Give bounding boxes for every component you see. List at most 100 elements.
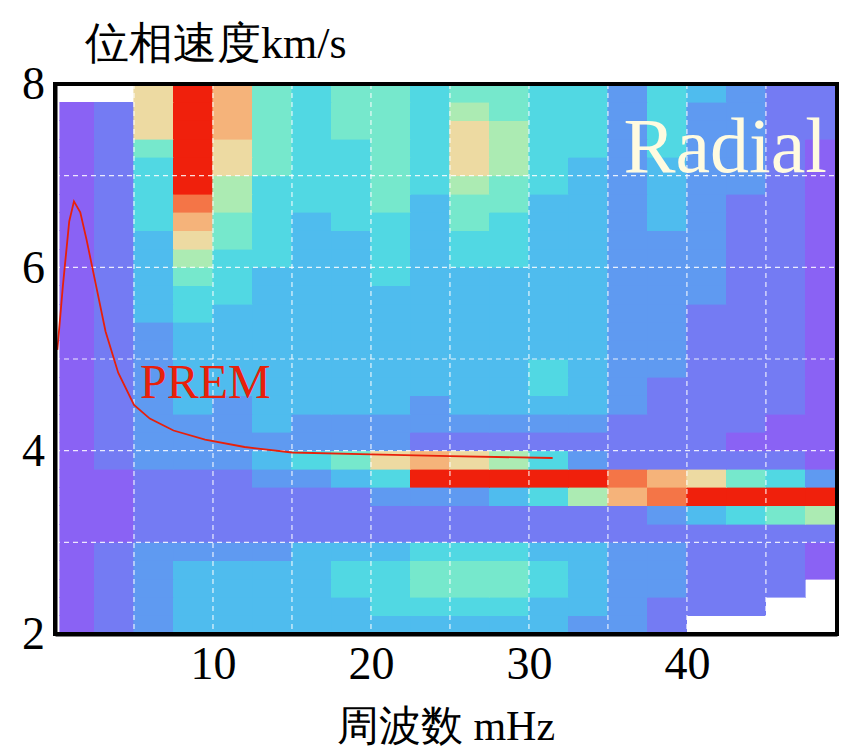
- heatmap-cell: [213, 267, 252, 285]
- heatmap-cell: [173, 121, 212, 139]
- heatmap-cell: [410, 322, 449, 340]
- heatmap-cell: [331, 322, 370, 340]
- heatmap-cell: [410, 231, 449, 249]
- heatmap-cell: [450, 597, 489, 615]
- heatmap-cell: [134, 322, 173, 340]
- heatmap-cell: [292, 597, 331, 615]
- heatmap-cell: [252, 597, 291, 615]
- heatmap-cell: [134, 597, 173, 615]
- heatmap-cell: [805, 487, 837, 505]
- heatmap-cell: [331, 616, 370, 634]
- y-tick-label: 8: [22, 58, 45, 109]
- heatmap-cell: [371, 286, 410, 304]
- heatmap-cell: [687, 396, 726, 414]
- heatmap-cell: [489, 267, 528, 285]
- heatmap-cell: [410, 469, 449, 487]
- heatmap-cell: [687, 542, 726, 560]
- heatmap-cell: [213, 616, 252, 634]
- heatmap-cell: [687, 506, 726, 524]
- heatmap-cell: [529, 542, 568, 560]
- heatmap-cell: [608, 396, 647, 414]
- heatmap-cell: [450, 414, 489, 432]
- heatmap-cell: [766, 231, 805, 249]
- heatmap-cell: [529, 377, 568, 395]
- heatmap-cell: [134, 487, 173, 505]
- heatmap-cell: [60, 542, 95, 560]
- heatmap-cell: [805, 322, 837, 340]
- heatmap-cell: [213, 249, 252, 267]
- heatmap-cell: [726, 304, 765, 322]
- heatmap-cell: [608, 377, 647, 395]
- heatmap-cell: [134, 176, 173, 194]
- heatmap-cell: [766, 432, 805, 450]
- heatmap-cell: [173, 561, 212, 579]
- heatmap-cell: [331, 157, 370, 175]
- heatmap-cell: [726, 469, 765, 487]
- heatmap-cell: [647, 542, 686, 560]
- heatmap-cell: [647, 249, 686, 267]
- heatmap-cell: [371, 359, 410, 377]
- heatmap-cell: [568, 414, 607, 432]
- heatmap-cell: [647, 359, 686, 377]
- heatmap-cell: [410, 396, 449, 414]
- heatmap-cell: [60, 212, 95, 230]
- heatmap-cell: [766, 579, 805, 597]
- heatmap-cell: [331, 176, 370, 194]
- heatmap-cell: [292, 616, 331, 634]
- heatmap-cell: [213, 286, 252, 304]
- heatmap-cell: [529, 579, 568, 597]
- heatmap-cell: [687, 286, 726, 304]
- heatmap-cell: [60, 616, 95, 634]
- heatmap-cell: [60, 506, 95, 524]
- heatmap-cell: [134, 451, 173, 469]
- heatmap-cell: [450, 579, 489, 597]
- heatmap-cell: [608, 84, 647, 102]
- heatmap-cell: [608, 561, 647, 579]
- heatmap-cell: [647, 414, 686, 432]
- heatmap-cell: [529, 597, 568, 615]
- plot-area: [60, 84, 837, 634]
- heatmap-cell: [60, 396, 95, 414]
- heatmap-cell: [292, 157, 331, 175]
- heatmap-cell: [726, 359, 765, 377]
- heatmap-cell: [687, 304, 726, 322]
- heatmap-cell: [371, 506, 410, 524]
- heatmap-cell: [450, 212, 489, 230]
- heatmap-cell: [805, 524, 837, 542]
- heatmap-cell: [766, 396, 805, 414]
- heatmap-cell: [252, 212, 291, 230]
- heatmap-cell: [529, 121, 568, 139]
- heatmap-cell: [608, 194, 647, 212]
- heatmap-cell: [568, 524, 607, 542]
- heatmap-cell: [60, 139, 95, 157]
- heatmap-cell: [687, 414, 726, 432]
- heatmap-cell: [647, 469, 686, 487]
- heatmap-cell: [252, 579, 291, 597]
- heatmap-cell: [134, 542, 173, 560]
- heatmap-cell: [213, 414, 252, 432]
- heatmap-cell: [489, 487, 528, 505]
- x-tick: 10: [190, 634, 236, 689]
- heatmap-cell: [410, 542, 449, 560]
- heatmap-cell: [647, 341, 686, 359]
- heatmap-cell: [450, 102, 489, 120]
- heatmap-cell: [489, 377, 528, 395]
- heatmap-cell: [134, 524, 173, 542]
- heatmap-cell: [60, 524, 95, 542]
- heatmap-cell: [134, 286, 173, 304]
- heatmap-cell: [292, 212, 331, 230]
- heatmap-cell: [134, 616, 173, 634]
- heatmap-cell: [173, 249, 212, 267]
- heatmap-cell: [805, 469, 837, 487]
- heatmap-cell: [766, 542, 805, 560]
- heatmap-cell: [726, 451, 765, 469]
- heatmap-cell: [134, 212, 173, 230]
- heatmap-cell: [687, 84, 726, 102]
- heatmap-cell: [529, 157, 568, 175]
- heatmap-cell: [608, 432, 647, 450]
- heatmap-cell: [134, 432, 173, 450]
- heatmap-cell: [766, 451, 805, 469]
- heatmap-cell: [489, 102, 528, 120]
- heatmap-cell: [568, 616, 607, 634]
- heatmap-cell: [60, 414, 95, 432]
